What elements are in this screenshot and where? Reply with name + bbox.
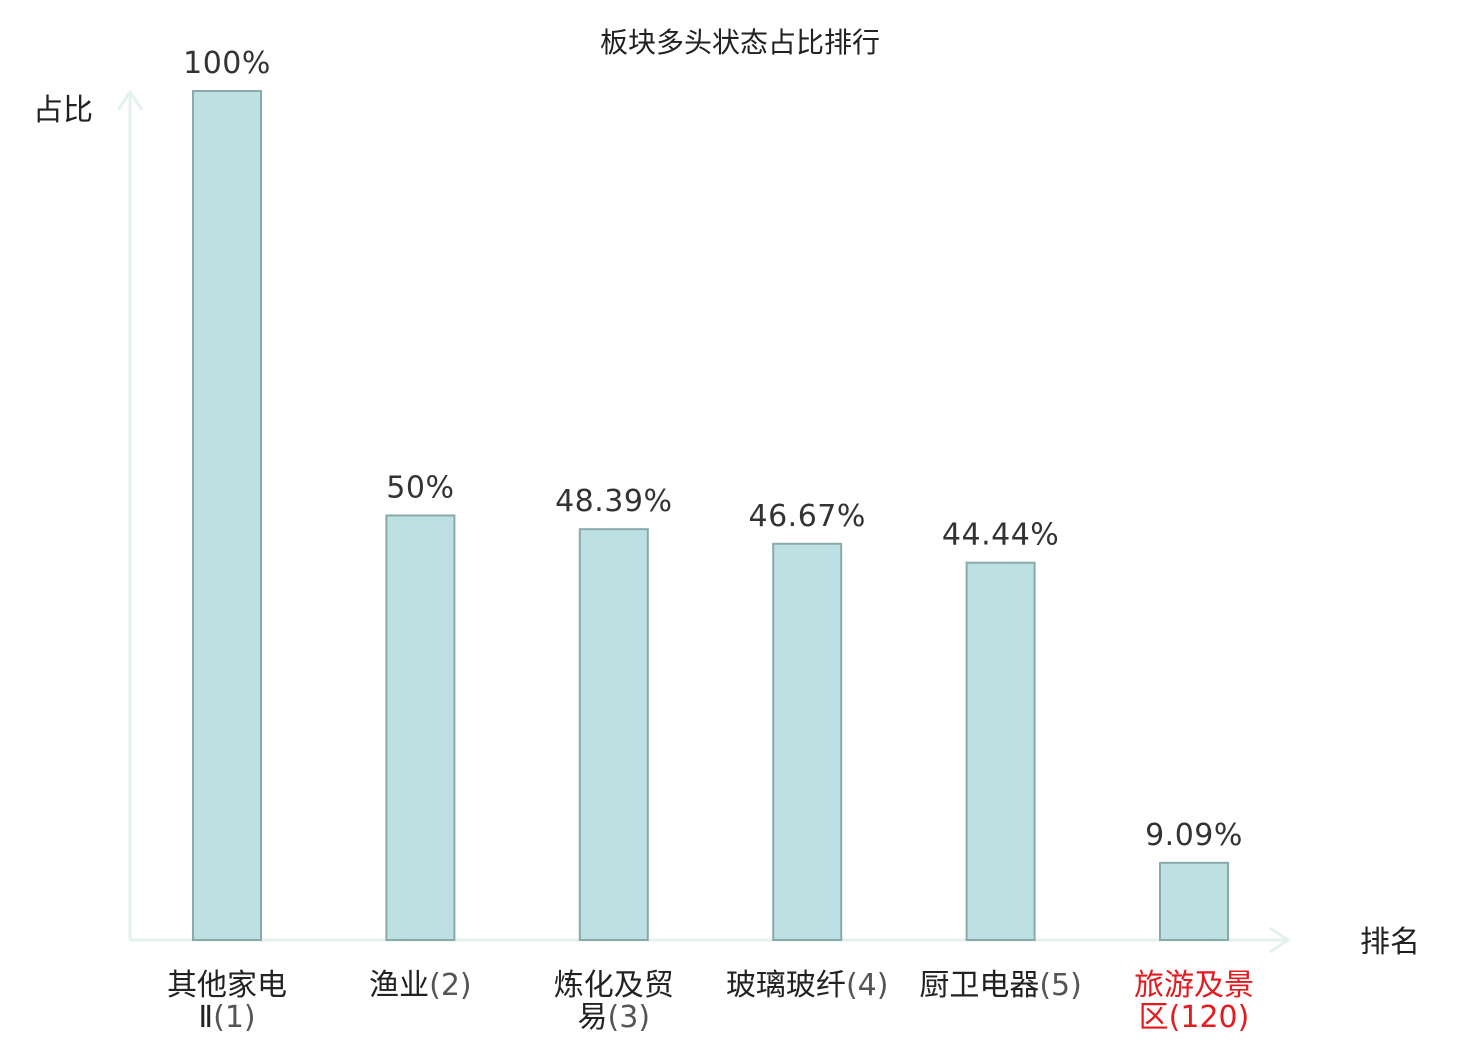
category-name: 渔业 xyxy=(369,968,429,1003)
x-axis-label: 排名 xyxy=(1360,925,1420,960)
category-label: Ⅱ(1) xyxy=(198,1000,255,1035)
bar xyxy=(965,561,1036,941)
value-labels-group: 100% 50% 48.39% 46.67% 44.44% 9.09% xyxy=(183,46,1243,853)
chart-title: 板块多头状态占比排行 xyxy=(600,26,880,59)
category-rank: (4) xyxy=(846,968,889,1003)
value-label: 46.67% xyxy=(749,499,866,534)
category-rank: (2) xyxy=(429,968,472,1003)
value-label: 100% xyxy=(183,46,271,81)
x-axis-arrow xyxy=(1269,926,1291,954)
value-label: 9.09% xyxy=(1145,818,1243,853)
bars-group xyxy=(192,90,1229,942)
category-label: 玻璃玻纤(4) xyxy=(726,968,889,1003)
y-axis-label: 占比 xyxy=(33,93,93,128)
category-label: 区(120) xyxy=(1139,1000,1250,1035)
value-label: 50% xyxy=(386,471,454,506)
bar xyxy=(192,90,262,941)
bar xyxy=(772,542,843,942)
bar xyxy=(578,528,649,941)
category-rank: (120) xyxy=(1169,1000,1250,1035)
category-rank: (1) xyxy=(213,1000,256,1035)
category-name: 炼化及贸 xyxy=(554,968,674,1003)
category-name: 玻璃玻纤 xyxy=(726,968,846,1003)
category-label: 其他家电 xyxy=(167,968,287,1003)
category-name: 旅游及景 xyxy=(1134,968,1254,1003)
bar xyxy=(385,514,456,941)
category-name: Ⅱ xyxy=(198,1000,213,1035)
bar xyxy=(1159,861,1229,942)
value-label: 48.39% xyxy=(555,484,672,519)
category-label: 炼化及贸 xyxy=(554,968,674,1003)
category-rank: (3) xyxy=(608,1000,651,1035)
category-label: 渔业(2) xyxy=(369,968,472,1003)
category-name: 区 xyxy=(1139,1000,1169,1035)
y-axis-arrow xyxy=(116,89,144,111)
category-rank: (5) xyxy=(1039,968,1082,1003)
value-label: 44.44% xyxy=(942,518,1059,553)
category-label: 易(3) xyxy=(578,1000,651,1035)
category-label: 旅游及景 xyxy=(1134,968,1254,1003)
category-name: 其他家电 xyxy=(167,968,287,1003)
category-name: 厨卫电器 xyxy=(919,968,1039,1003)
category-name: 易 xyxy=(578,1000,608,1035)
category-label: 厨卫电器(5) xyxy=(919,968,1082,1003)
